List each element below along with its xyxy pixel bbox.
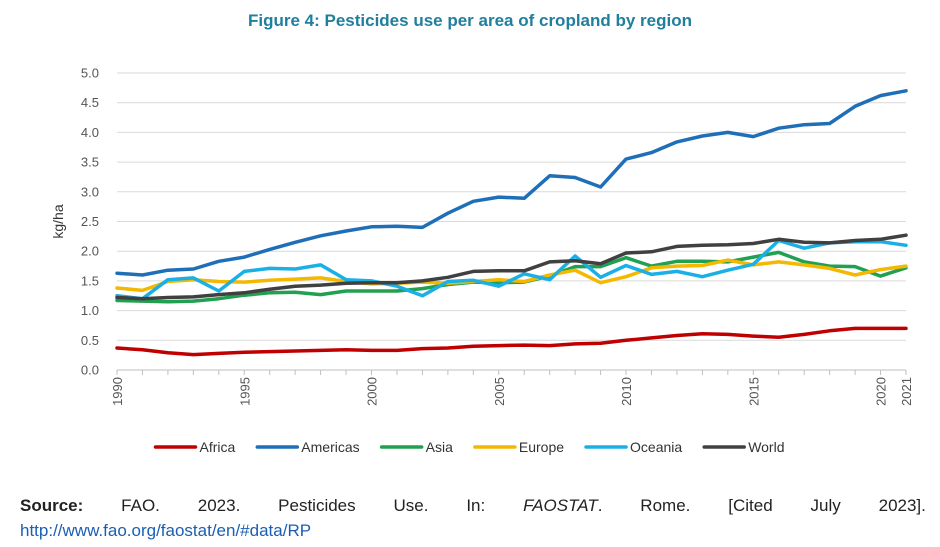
y-tick-label: 5.0 bbox=[81, 66, 99, 81]
x-tick-label: 2015 bbox=[746, 377, 761, 406]
x-tick-label: 2010 bbox=[619, 377, 634, 406]
y-tick-label: 4.0 bbox=[81, 125, 99, 140]
source-line: Source: FAO. 2023. Pesticides Use. In: F… bbox=[20, 493, 926, 518]
x-tick-label: 2000 bbox=[365, 377, 380, 406]
axes: 0.0 0.5 1.0 1.5 2.0 2.5 3.0 3.5 4.0 4.5 5.0 1990 199… bbox=[50, 66, 914, 406]
source-word: [Cited bbox=[728, 496, 773, 515]
gridlines bbox=[117, 72, 906, 341]
series-line-asia bbox=[115, 250, 908, 304]
legend-label-europe: Europe bbox=[519, 439, 564, 455]
source-word: Pesticides bbox=[278, 496, 356, 515]
y-tick-label: 1.5 bbox=[81, 273, 99, 288]
source-org: FAO. bbox=[121, 496, 160, 515]
source-year: 2023. bbox=[197, 496, 241, 515]
y-tick-label: 3.5 bbox=[81, 155, 99, 170]
x-tick-label: 1995 bbox=[237, 377, 252, 406]
y-tick-label: 0.5 bbox=[81, 333, 99, 348]
source-word: In: bbox=[466, 496, 486, 515]
source-word: July bbox=[810, 496, 841, 515]
source-label: Source: bbox=[20, 496, 84, 515]
y-tick-label: 0.0 bbox=[81, 363, 99, 378]
source-publication: FAOSTAT. bbox=[523, 493, 602, 518]
source-word: Use. bbox=[393, 496, 429, 515]
source-publication-name: FAOSTAT bbox=[523, 496, 598, 515]
y-tick-label: 1.0 bbox=[81, 303, 99, 318]
series-line-africa bbox=[115, 326, 908, 357]
legend-label-oceania: Oceania bbox=[630, 439, 682, 455]
series-line-world bbox=[115, 233, 908, 301]
y-tick-label: 3.0 bbox=[81, 184, 99, 199]
legend-label-world: World bbox=[748, 439, 784, 455]
x-tick-label: 2021 bbox=[899, 377, 914, 406]
y-tick-label: 2.0 bbox=[81, 244, 99, 259]
x-tick-label: 2005 bbox=[492, 377, 507, 406]
legend: Africa Americas Asia Europe Oceania World bbox=[153, 439, 785, 455]
series-line-oceania bbox=[115, 238, 908, 301]
line-chart: 0.0 0.5 1.0 1.5 2.0 2.5 3.0 3.5 4.0 4.5 5.0 1990 199… bbox=[50, 66, 914, 456]
source-citation: Source: FAO. 2023. Pesticides Use. In: F… bbox=[20, 493, 926, 543]
x-tick-label: 1990 bbox=[110, 377, 125, 406]
source-word: Rome. bbox=[640, 496, 691, 515]
series-line-europe bbox=[115, 258, 908, 293]
source-url-link[interactable]: http://www.fao.org/faostat/en/#data/RP bbox=[20, 521, 312, 540]
y-tick-label: 2.5 bbox=[81, 214, 99, 229]
source-word: 2023]. bbox=[878, 496, 926, 515]
y-axis-title: kg/ha bbox=[50, 204, 66, 238]
y-tick-label: 4.5 bbox=[81, 95, 99, 110]
legend-label-americas: Americas bbox=[301, 439, 359, 455]
legend-label-asia: Asia bbox=[426, 439, 453, 455]
legend-label-africa: Africa bbox=[199, 439, 235, 455]
series-lines bbox=[115, 89, 908, 357]
series-line-americas bbox=[115, 89, 908, 277]
chart-title: Figure 4: Pesticides use per area of cro… bbox=[247, 11, 693, 30]
x-tick-label: 2020 bbox=[874, 377, 889, 406]
source-publication-dot: . bbox=[597, 496, 603, 515]
